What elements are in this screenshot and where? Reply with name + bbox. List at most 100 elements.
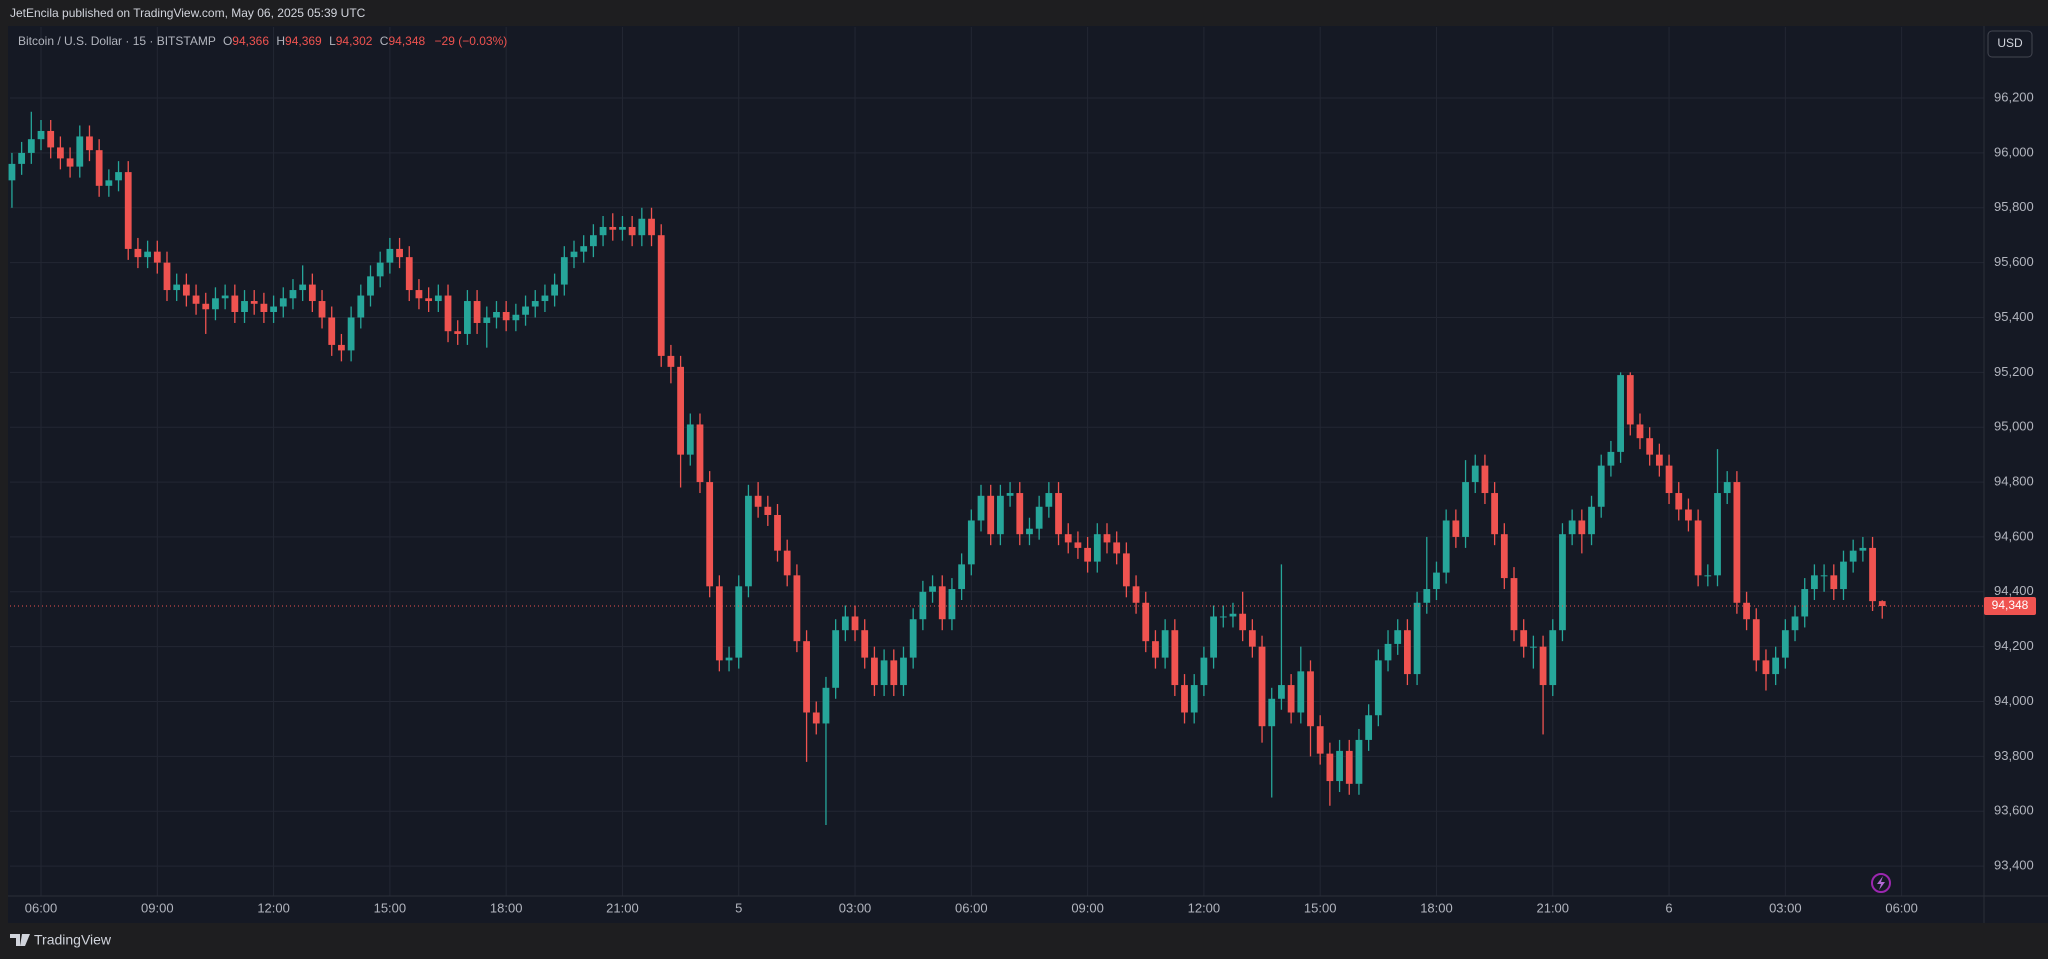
candle-body	[900, 657, 907, 686]
candle-body	[745, 495, 752, 587]
candle-body	[948, 589, 956, 620]
candle-body	[1559, 534, 1566, 631]
candle-body	[1268, 698, 1276, 727]
candle-body	[1869, 547, 1876, 602]
candle-body	[1113, 542, 1121, 554]
candle-body	[638, 218, 646, 236]
candle-body	[677, 366, 684, 455]
candle-body	[1103, 534, 1111, 543]
candle-body	[551, 284, 559, 296]
candle-body	[405, 257, 413, 291]
y-tick-label: 94,000	[1994, 693, 2034, 708]
candle-body	[1374, 660, 1382, 716]
candle-body	[715, 586, 723, 661]
lightning-icon[interactable]	[1871, 873, 1891, 893]
candle-body	[1161, 630, 1169, 658]
candle-body	[1190, 685, 1198, 713]
candle-body	[279, 298, 287, 307]
currency-label[interactable]: USD	[1997, 36, 2023, 50]
candle-body	[1762, 660, 1770, 675]
y-tick-label: 94,800	[1994, 474, 2034, 489]
candle-body	[1859, 547, 1867, 551]
candle-body	[241, 301, 248, 313]
x-tick-label: 18:00	[490, 900, 523, 915]
candle-body	[270, 306, 277, 313]
candle-body	[1752, 619, 1760, 661]
candle-body	[1307, 671, 1314, 727]
candle-body	[512, 314, 520, 321]
candle-body	[1219, 616, 1227, 618]
candle-body	[560, 257, 568, 285]
legend-c: C	[380, 34, 389, 48]
candle-body	[890, 660, 898, 686]
candle-body	[696, 424, 704, 483]
candle-body	[386, 248, 394, 263]
candle-body	[202, 303, 210, 310]
candle-body	[502, 312, 510, 321]
candle-body	[444, 295, 452, 332]
candle-body	[376, 262, 384, 277]
y-tick-label: 95,800	[1994, 199, 2034, 214]
candle-body	[1811, 575, 1818, 590]
legend-close: 94,348	[388, 34, 425, 48]
candle-body	[967, 520, 975, 565]
candle-body	[1084, 547, 1091, 562]
legend-o: O	[223, 34, 232, 48]
candle-body	[1801, 589, 1809, 617]
candle-body	[589, 235, 597, 247]
candle-body	[1743, 602, 1750, 620]
candle-body	[871, 657, 878, 686]
candle-body	[1171, 630, 1179, 686]
y-tick-label: 94,400	[1994, 583, 2034, 598]
candle-body	[997, 495, 1004, 535]
candle-body	[473, 301, 481, 323]
legend-l: L	[329, 34, 336, 48]
candle-body	[1452, 520, 1460, 537]
candle-body	[338, 344, 345, 351]
brand-logo	[10, 934, 30, 946]
candle-body	[1849, 550, 1857, 562]
candle-body	[531, 301, 539, 307]
y-tick-label: 93,400	[1994, 858, 2034, 873]
candle-body	[880, 660, 888, 686]
y-tick-label: 96,200	[1994, 89, 2034, 104]
candle-body	[1462, 482, 1469, 537]
candle-body	[231, 295, 239, 313]
candle-body	[1055, 493, 1062, 535]
candle-body	[1781, 630, 1789, 658]
candle-body	[1820, 575, 1828, 577]
candle-body	[250, 301, 258, 304]
candle-body	[1714, 493, 1721, 576]
candle-body	[260, 303, 268, 313]
candle-body	[493, 312, 500, 318]
candle-body	[212, 298, 219, 310]
candle-body	[1074, 542, 1082, 548]
candle-body	[648, 218, 655, 236]
x-tick-label: 18:00	[1420, 900, 1453, 915]
x-tick-label: 5	[735, 900, 742, 915]
candle-body	[1481, 465, 1489, 494]
candle-body	[1394, 630, 1402, 644]
legend-open: 94,366	[232, 34, 269, 48]
x-tick-label: 06:00	[1885, 900, 1918, 915]
candle-body	[415, 290, 423, 299]
candle-body	[1549, 630, 1557, 686]
lightning-bolt	[1877, 876, 1885, 890]
candle-body	[832, 630, 840, 688]
candle-body	[105, 180, 113, 186]
currency-button[interactable]	[1987, 30, 2033, 58]
x-tick-label: 6	[1665, 900, 1672, 915]
candle-body	[1200, 657, 1208, 686]
candle-body	[522, 306, 529, 315]
candle-body	[1423, 589, 1431, 603]
candle-body	[1878, 601, 1886, 607]
candle-body	[144, 251, 151, 258]
candle-body	[357, 295, 365, 318]
candle-body	[95, 150, 103, 186]
axes: 93,400 93,600 93,800 94,000 94,200 94,400 94,6…	[10, 89, 2036, 915]
candle-body	[851, 616, 859, 631]
y-tick-label: 93,600	[1994, 803, 2034, 818]
chart-pane	[8, 26, 2048, 923]
candle-body	[754, 495, 762, 507]
